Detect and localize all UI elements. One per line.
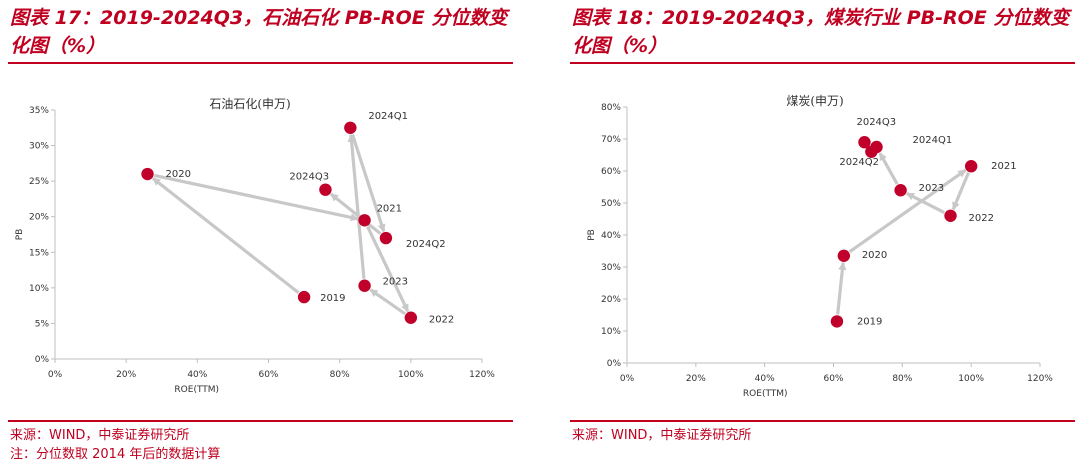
y-tick-label: 60% bbox=[601, 167, 621, 177]
data-point-2023 bbox=[358, 279, 371, 292]
trajectory-arrow bbox=[369, 288, 406, 316]
trajectory-arrow bbox=[878, 152, 899, 185]
trajectory-arrow bbox=[848, 168, 967, 254]
data-point-2024q2 bbox=[379, 231, 393, 245]
data-label-2024q3: 2024Q3 bbox=[289, 172, 329, 183]
title-divider bbox=[570, 62, 1075, 64]
chart-title: 煤炭(申万) bbox=[786, 94, 843, 108]
title-divider bbox=[8, 62, 513, 64]
data-point-2023 bbox=[894, 184, 907, 197]
data-label-2021: 2021 bbox=[377, 203, 402, 214]
data-point-2020 bbox=[141, 167, 154, 181]
y-tick-label: 30% bbox=[29, 142, 49, 152]
y-tick-label: 70% bbox=[601, 135, 621, 145]
x-tick-label: 100% bbox=[958, 374, 984, 384]
y-tick-label: 0% bbox=[607, 359, 622, 369]
data-point-2020 bbox=[837, 249, 851, 262]
data-label-2023: 2023 bbox=[383, 277, 408, 288]
data-label-2020: 2020 bbox=[166, 169, 191, 180]
y-tick-label: 30% bbox=[601, 263, 621, 273]
y-tick-label: 25% bbox=[29, 177, 49, 187]
footnote: 注：分位数取 2014 年后的数据计算 bbox=[10, 447, 221, 462]
data-label-2022: 2022 bbox=[969, 213, 994, 224]
trajectory-arrow bbox=[951, 172, 970, 211]
x-tick-label: 60% bbox=[258, 370, 278, 380]
data-label-2024q2: 2024Q2 bbox=[839, 157, 879, 168]
y-tick-label: 40% bbox=[601, 231, 621, 241]
data-label-2021: 2021 bbox=[991, 161, 1016, 172]
x-tick-label: 120% bbox=[469, 370, 495, 380]
y-tick-label: 80% bbox=[601, 103, 621, 113]
source-note: 来源：WIND，中泰证券研究所 bbox=[572, 428, 752, 443]
y-tick-label: 35% bbox=[29, 106, 49, 116]
figure-title: 图表 18：2019-2024Q3，煤炭行业 PB-ROE 分位数变化图（%） bbox=[572, 7, 1070, 57]
y-tick-label: 50% bbox=[601, 199, 621, 209]
x-axis-label: ROE(TTM) bbox=[743, 389, 788, 399]
data-label-2024q1: 2024Q1 bbox=[913, 135, 953, 146]
data-point-2021 bbox=[964, 160, 978, 173]
x-tick-label: 120% bbox=[1027, 374, 1053, 384]
y-tick-label: 20% bbox=[601, 295, 621, 305]
data-point-2024q2 bbox=[865, 145, 878, 158]
data-label-2024q3: 2024Q3 bbox=[856, 117, 896, 128]
y-tick-label: 5% bbox=[35, 319, 50, 329]
source-divider bbox=[8, 420, 513, 422]
y-tick-label: 15% bbox=[29, 248, 49, 258]
x-tick-label: 0% bbox=[620, 374, 635, 384]
x-axis-label: ROE(TTM) bbox=[174, 385, 219, 395]
source-divider bbox=[570, 420, 1075, 422]
data-point-2019 bbox=[297, 290, 311, 304]
y-tick-label: 10% bbox=[29, 284, 49, 294]
trajectory-arrow bbox=[836, 261, 847, 315]
trajectory-arrow bbox=[152, 177, 300, 295]
data-point-2022 bbox=[404, 311, 418, 324]
data-point-2022 bbox=[944, 209, 957, 222]
y-tick-label: 10% bbox=[601, 327, 621, 337]
y-axis-label: PB bbox=[15, 229, 25, 241]
data-point-2019 bbox=[830, 315, 844, 328]
data-label-2022: 2022 bbox=[429, 315, 454, 326]
data-label-2024q1: 2024Q1 bbox=[368, 111, 408, 122]
trajectory-arrow bbox=[154, 173, 359, 222]
x-tick-label: 40% bbox=[187, 370, 207, 380]
panel-petrochemical: 图表 17：2019-2024Q3，石油石化 PB-ROE 分位数变化图（%） … bbox=[0, 0, 520, 463]
data-point-2024q1 bbox=[344, 121, 357, 134]
source-note: 来源：WIND，中泰证券研究所 bbox=[10, 428, 190, 443]
trajectory-arrow bbox=[329, 192, 382, 235]
trajectory-arrow bbox=[366, 225, 410, 313]
x-tick-label: 80% bbox=[892, 374, 912, 384]
data-label-2020: 2020 bbox=[862, 250, 887, 261]
panel-coal: 图表 18：2019-2024Q3，煤炭行业 PB-ROE 分位数变化图（%） … bbox=[562, 0, 1080, 463]
coal-pb-roe-chart: 煤炭(申万) 0% 10% 20% 30% 40% 50% 60% 70% 80% 0% 20% 40%… bbox=[587, 94, 1053, 399]
x-tick-label: 0% bbox=[48, 370, 63, 380]
data-point-2024q3 bbox=[319, 183, 332, 196]
trajectory-arrow bbox=[347, 133, 366, 279]
y-tick-label: 0% bbox=[35, 355, 50, 365]
x-tick-label: 40% bbox=[755, 374, 775, 384]
trajectory-arrow bbox=[350, 133, 386, 233]
x-tick-label: 80% bbox=[330, 370, 350, 380]
data-point-2021 bbox=[358, 214, 371, 227]
chart-title: 石油石化(申万) bbox=[209, 97, 290, 111]
data-point-2024q3 bbox=[858, 136, 871, 149]
trajectory-arrow bbox=[905, 191, 946, 215]
y-axis-label: PB bbox=[587, 229, 597, 241]
x-tick-label: 60% bbox=[823, 374, 843, 384]
x-tick-label: 20% bbox=[686, 374, 706, 384]
data-label-2019: 2019 bbox=[857, 316, 882, 327]
y-tick-label: 20% bbox=[29, 213, 49, 223]
x-tick-label: 100% bbox=[398, 370, 424, 380]
data-label-2023: 2023 bbox=[919, 183, 944, 194]
data-label-2024q2: 2024Q2 bbox=[406, 239, 446, 250]
data-label-2019: 2019 bbox=[320, 293, 345, 304]
x-tick-label: 20% bbox=[116, 370, 136, 380]
petrochemical-pb-roe-chart: 石油石化(申万) 0% 5% 10% 15% 20% 25% 30% 35% 0% 20% 40% 60… bbox=[15, 97, 495, 395]
figure-title: 图表 17：2019-2024Q3，石油石化 PB-ROE 分位数变化图（%） bbox=[10, 7, 508, 57]
